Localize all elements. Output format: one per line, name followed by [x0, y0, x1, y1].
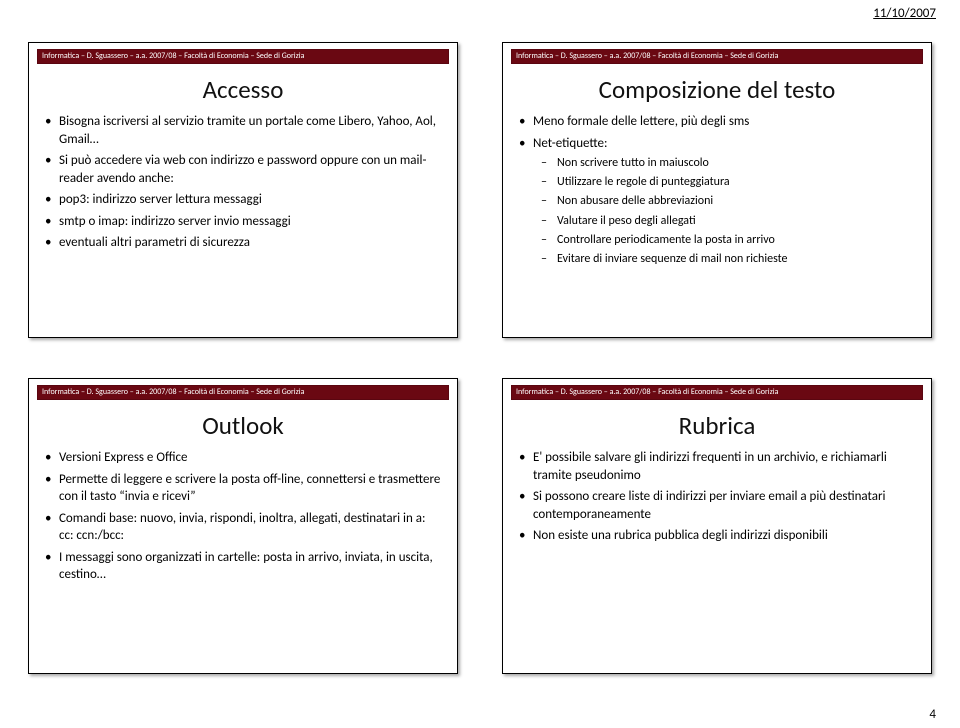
slide-header: Informatica – D. Sguassero – a.a. 2007/0… [503, 49, 931, 64]
slide-header: Informatica – D. Sguassero – a.a. 2007/0… [29, 385, 457, 400]
slide-title: Rubrica [519, 410, 915, 441]
sub-bullet: Valutare il peso degli allegati [541, 213, 915, 229]
bullet: Si possono creare liste di indirizzi per… [519, 488, 915, 523]
bullet: Permette di leggere e scrivere la posta … [45, 471, 441, 506]
slide-composizione: Informatica – D. Sguassero – a.a. 2007/0… [502, 42, 932, 338]
bullet-text: Net-etiquette: [533, 136, 607, 151]
sub-bullet: Utilizzare le regole di punteggiatura [541, 174, 915, 190]
sub-bullet: Non scrivere tutto in maiuscolo [541, 155, 915, 171]
bullet: eventuali altri parametri di sicurezza [45, 234, 441, 252]
slide-outlook: Informatica – D. Sguassero – a.a. 2007/0… [28, 378, 458, 674]
sub-bullet: Non abusare delle abbreviazioni [541, 193, 915, 209]
slide-header-text: Informatica – D. Sguassero – a.a. 2007/0… [511, 385, 923, 400]
slide-content: Bisogna iscriversi al servizio tramite u… [45, 113, 441, 252]
bullet: Meno formale delle lettere, più degli sm… [519, 113, 915, 131]
slide-accesso: Informatica – D. Sguassero – a.a. 2007/0… [28, 42, 458, 338]
bullet: Versioni Express e Office [45, 449, 441, 467]
slide-content: E' possibile salvare gli indirizzi frequ… [519, 449, 915, 545]
sub-bullet: Controllare periodicamente la posta in a… [541, 232, 915, 248]
bullet: pop3: indirizzo server lettura messaggi [45, 191, 441, 209]
bullet: Net-etiquette: Non scrivere tutto in mai… [519, 135, 915, 268]
slide-header-text: Informatica – D. Sguassero – a.a. 2007/0… [511, 49, 923, 64]
slide-title: Accesso [45, 74, 441, 105]
slides-grid: Informatica – D. Sguassero – a.a. 2007/0… [28, 42, 932, 674]
bullet: Comandi base: nuovo, invia, rispondi, in… [45, 510, 441, 545]
bullet: smtp o imap: indirizzo server invio mess… [45, 213, 441, 231]
page-number: 4 [929, 707, 936, 722]
bullet: Bisogna iscriversi al servizio tramite u… [45, 113, 441, 148]
slide-title: Composizione del testo [519, 74, 915, 105]
slide-content: Meno formale delle lettere, più degli sm… [519, 113, 915, 267]
slide-header-text: Informatica – D. Sguassero – a.a. 2007/0… [37, 385, 449, 400]
slide-header: Informatica – D. Sguassero – a.a. 2007/0… [29, 49, 457, 64]
slide-header-text: Informatica – D. Sguassero – a.a. 2007/0… [37, 49, 449, 64]
slide-header: Informatica – D. Sguassero – a.a. 2007/0… [503, 385, 931, 400]
slide-title: Outlook [45, 410, 441, 441]
bullet: Non esiste una rubrica pubblica degli in… [519, 527, 915, 545]
bullet: I messaggi sono organizzati in cartelle:… [45, 549, 441, 584]
slide-content: Versioni Express e Office Permette di le… [45, 449, 441, 584]
page-date: 11/10/2007 [873, 6, 936, 21]
bullet: Si può accedere via web con indirizzo e … [45, 152, 441, 187]
sub-bullet: Evitare di inviare sequenze di mail non … [541, 251, 915, 267]
bullet: E' possibile salvare gli indirizzi frequ… [519, 449, 915, 484]
slide-rubrica: Informatica – D. Sguassero – a.a. 2007/0… [502, 378, 932, 674]
